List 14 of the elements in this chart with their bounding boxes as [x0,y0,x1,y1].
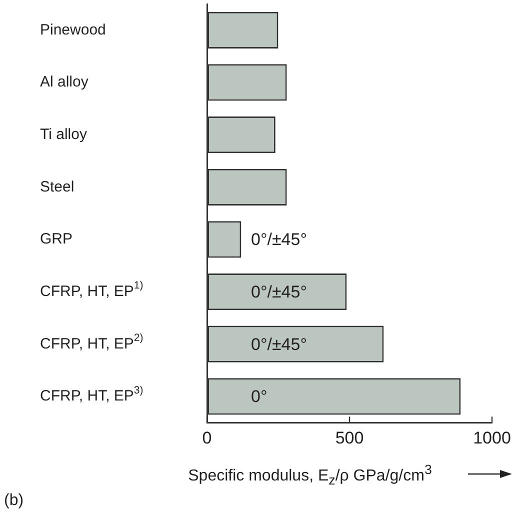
y-tick-label: Al alloy [40,74,89,91]
x-axis-title: Specific modulus, E$_{z}$/ρ GPa/g/cm$^{3}$ [187,462,433,488]
y-tick-label: Ti alloy [40,126,88,143]
annotation: 0°/±45° [251,282,308,302]
y-tick-label: GRP [40,230,73,248]
x-tick-label: 1000 [473,428,511,448]
x-tick-label: 0 [202,428,212,448]
annotation: 0°/±45° [251,230,308,250]
annotation: 0° [251,387,268,406]
annotation: 0°/±45° [251,334,308,354]
y-tick-label: Steel [40,178,74,196]
x-tick-label: 500 [335,428,364,448]
text: (b) [4,492,24,510]
y-tick-label: Pinewood [40,21,106,38]
